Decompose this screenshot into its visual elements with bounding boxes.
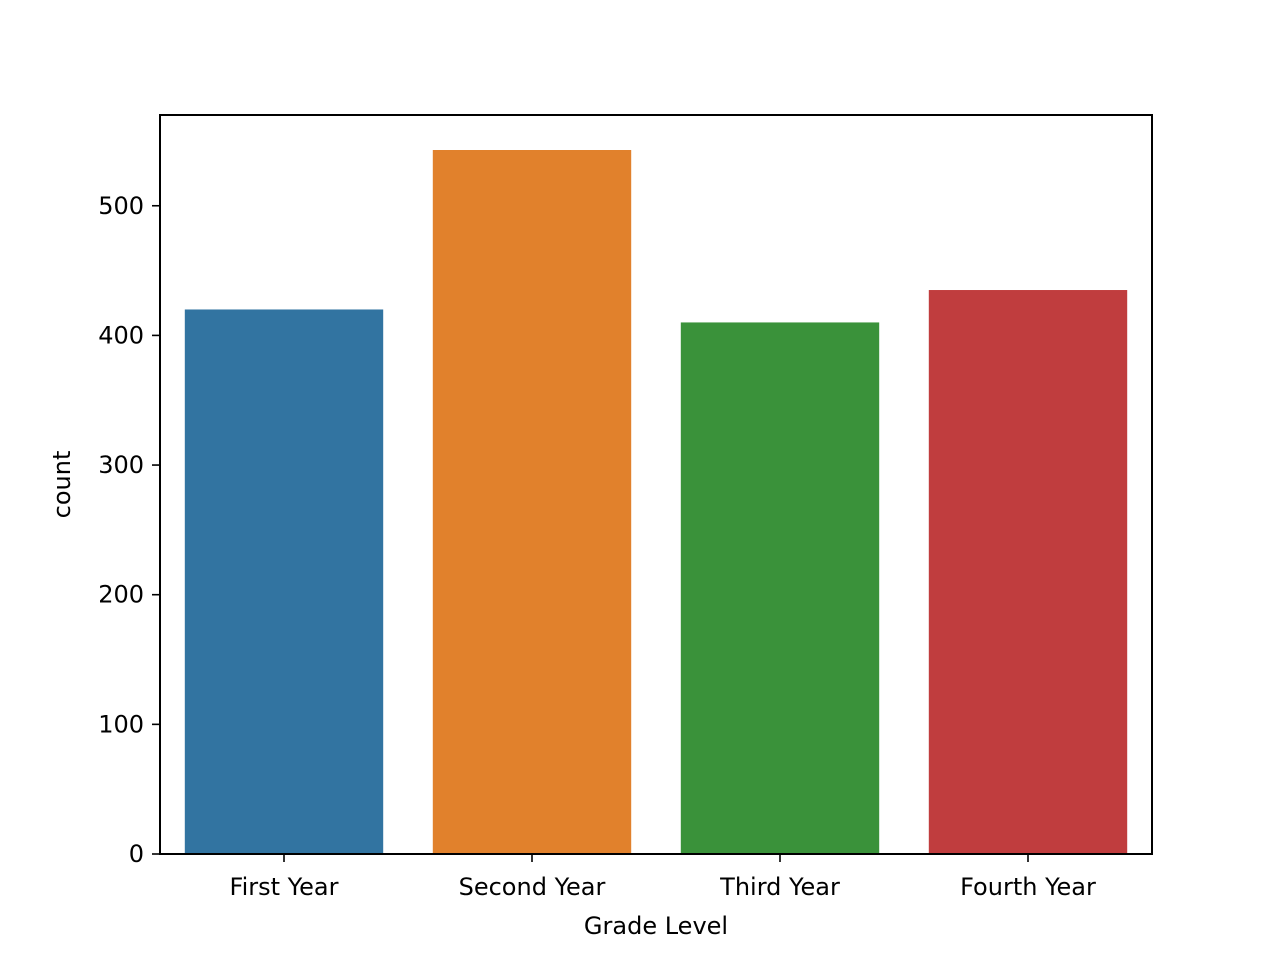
y-axis-label: count	[48, 451, 76, 519]
bar-second-year	[432, 150, 632, 855]
x-tick-label: Fourth Year	[960, 873, 1096, 901]
x-axis-label: Grade Level	[584, 912, 728, 940]
y-tick-label: 100	[98, 710, 144, 738]
plot-frame	[159, 114, 1153, 855]
y-tick-label: 0	[129, 840, 144, 868]
x-tick-label: Second Year	[459, 873, 606, 901]
bars-group	[184, 150, 1128, 855]
bar-fourth-year	[928, 290, 1128, 854]
y-tick-label: 400	[98, 321, 144, 349]
y-tick-label: 200	[98, 581, 144, 609]
bar-first-year	[184, 309, 384, 854]
x-axis: First Year Second Year Third Year Fourth Ye…	[230, 854, 1096, 901]
y-tick-label: 300	[98, 451, 144, 479]
x-tick-label: Third Year	[719, 873, 840, 901]
y-tick-label: 500	[98, 192, 144, 220]
y-axis: 0 100 200 300 400 500	[98, 192, 160, 868]
x-tick-label: First Year	[230, 873, 339, 901]
bar-third-year	[680, 322, 880, 854]
